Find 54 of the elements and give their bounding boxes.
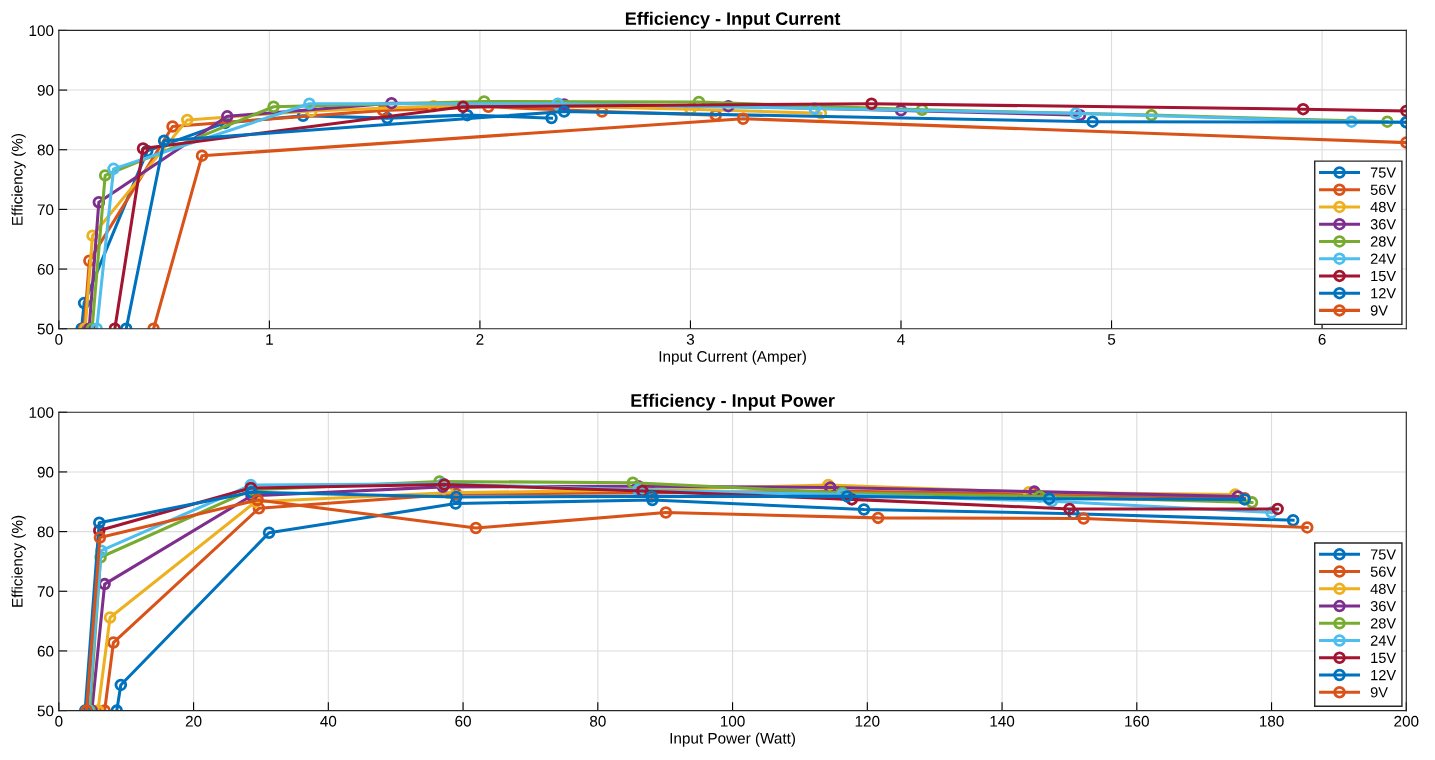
x-tick-label: 100 xyxy=(720,715,745,727)
x-axis-title: Input Current (Amper) xyxy=(659,350,806,365)
legend-label: 75V xyxy=(1370,167,1397,178)
legend-label: 56V xyxy=(1370,566,1397,577)
y-tick-label: 60 xyxy=(37,263,54,275)
y-tick-label: 100 xyxy=(29,25,54,37)
x-tick-label: 3 xyxy=(686,334,695,345)
chart-title: Efficiency - Input Power xyxy=(631,393,835,411)
y-tick-label: 90 xyxy=(37,466,54,478)
y-tick-label: 80 xyxy=(37,144,54,156)
x-tick-label: 0 xyxy=(55,334,63,345)
x-tick-label: 140 xyxy=(990,715,1015,727)
legend-label: 36V xyxy=(1370,600,1397,612)
x-tick-label: 200 xyxy=(1394,715,1419,727)
y-tick-label: 100 xyxy=(29,407,54,418)
legend-label: 9V xyxy=(1370,305,1388,316)
x-tick-label: 160 xyxy=(1125,715,1149,727)
x-tick-label: 5 xyxy=(1107,334,1116,345)
legend-label: 12V xyxy=(1371,669,1397,681)
legend-label: 48V xyxy=(1370,583,1397,595)
y-tick-label: 50 xyxy=(37,705,54,717)
y-tick-label: 90 xyxy=(37,84,54,96)
y-axis-title: Efficiency (%) xyxy=(11,515,26,607)
x-tick-label: 60 xyxy=(455,715,471,727)
y-tick-label: 60 xyxy=(37,645,54,657)
x-tick-label: 2 xyxy=(476,334,484,345)
x-tick-label: 0 xyxy=(55,715,63,727)
x-tick-label: 80 xyxy=(589,715,606,727)
legend-label: 24V xyxy=(1370,253,1397,264)
legend-label: 12V xyxy=(1371,288,1397,299)
legend-label: 56V xyxy=(1370,184,1397,195)
y-tick-label: 70 xyxy=(37,204,54,216)
y-tick-label: 50 xyxy=(37,323,54,335)
x-axis-title: Input Power (Watt) xyxy=(670,732,796,747)
x-tick-label: 180 xyxy=(1259,715,1284,727)
legend-label: 36V xyxy=(1370,219,1397,230)
y-axis-title: Efficiency (%) xyxy=(11,133,26,225)
legend-label: 48V xyxy=(1370,201,1397,213)
legend-label: 75V xyxy=(1370,549,1397,560)
y-tick-label: 70 xyxy=(37,586,54,597)
x-tick-label: 6 xyxy=(1318,334,1326,345)
x-tick-label: 4 xyxy=(897,334,905,345)
legend-label: 15V xyxy=(1371,652,1397,664)
x-tick-label: 20 xyxy=(185,715,202,727)
legend-label: 28V xyxy=(1370,618,1397,629)
legend-label: 9V xyxy=(1370,687,1388,698)
chart-title: Efficiency - Input Current xyxy=(625,11,841,29)
legend-label: 24V xyxy=(1370,635,1397,646)
x-tick-label: 1 xyxy=(266,334,273,345)
legend-label: 28V xyxy=(1370,236,1397,247)
y-tick-label: 80 xyxy=(37,526,54,538)
x-tick-label: 120 xyxy=(855,715,880,727)
legend-label: 15V xyxy=(1371,270,1397,282)
x-tick-label: 40 xyxy=(320,715,337,727)
